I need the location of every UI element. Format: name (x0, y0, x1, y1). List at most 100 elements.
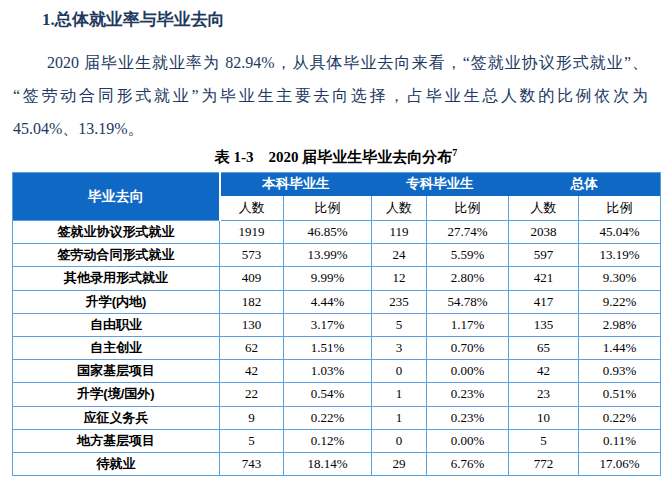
subheader-ratio: 比例 (427, 196, 509, 221)
cell-value: 597 (509, 244, 579, 267)
cell-value: 182 (220, 290, 284, 313)
cell-value: 1.17% (427, 313, 509, 336)
table-row: 签劳动合同形式就业57313.99%245.59%59713.19% (13, 244, 661, 267)
cell-value: 772 (509, 452, 579, 475)
cell-value: 45.04% (579, 221, 661, 244)
cell-value: 0 (372, 360, 427, 383)
cell-value: 235 (372, 290, 427, 313)
cell-value: 13.19% (579, 244, 661, 267)
cell-value: 23 (509, 383, 579, 406)
cell-value: 9.30% (579, 267, 661, 290)
table-row: 其他录用形式就业4099.99%122.80%4219.30% (13, 267, 661, 290)
cell-value: 0.54% (284, 383, 372, 406)
cell-value: 9.22% (579, 290, 661, 313)
cell-value: 24 (372, 244, 427, 267)
cell-value: 0.22% (284, 406, 372, 429)
cell-value: 409 (220, 267, 284, 290)
header-undergraduate: 本科毕业生 (220, 173, 372, 196)
cell-value: 1 (372, 406, 427, 429)
cell-value: 0.93% (579, 360, 661, 383)
cell-value: 1.51% (284, 336, 372, 359)
subheader-ratio: 比例 (579, 196, 661, 221)
header-junior-college: 专科毕业生 (372, 173, 509, 196)
cell-value: 1 (372, 383, 427, 406)
row-label: 升学(境/国外) (13, 383, 220, 406)
cell-value: 0.11% (579, 429, 661, 452)
paragraph-line-1: 2020 届毕业生就业率为 82.94%，从具体毕业去向来看，“签就业协议形式就… (13, 46, 648, 79)
row-label: 应征义务兵 (13, 406, 220, 429)
cell-value: 27.74% (427, 221, 509, 244)
cell-value: 5 (372, 313, 427, 336)
table-row: 自由职业1303.17%51.17%1352.98% (13, 313, 661, 336)
cell-value: 1919 (220, 221, 284, 244)
cell-value: 22 (220, 383, 284, 406)
cell-value: 119 (372, 221, 427, 244)
paragraph-line-2: “签劳动合同形式就业”为毕业生主要去向选择，占毕业生总人数的比例依次为 (13, 79, 648, 112)
cell-value: 2.80% (427, 267, 509, 290)
cell-value: 0.00% (427, 429, 509, 452)
cell-value: 0.00% (427, 360, 509, 383)
row-label: 升学(内地) (13, 290, 220, 313)
cell-value: 0.12% (284, 429, 372, 452)
header-destination: 毕业去向 (13, 173, 220, 221)
cell-value: 135 (509, 313, 579, 336)
header-total: 总体 (509, 173, 661, 196)
row-label: 其他录用形式就业 (13, 267, 220, 290)
body-paragraph: 2020 届毕业生就业率为 82.94%，从具体毕业去向来看，“签就业协议形式就… (13, 46, 648, 145)
cell-value: 5 (509, 429, 579, 452)
table-row: 应征义务兵90.22%10.23%100.22% (13, 406, 661, 429)
cell-value: 5 (220, 429, 284, 452)
cell-value: 3.17% (284, 313, 372, 336)
graduate-destination-table: 毕业去向 本科毕业生 专科毕业生 总体 人数 比例 人数 比例 人数 比例 签就… (12, 172, 661, 476)
cell-value: 0.22% (579, 406, 661, 429)
subheader-count: 人数 (220, 196, 284, 221)
cell-value: 42 (509, 360, 579, 383)
paragraph-line-3: 45.04%、13.19%。 (13, 112, 648, 145)
cell-value: 29 (372, 452, 427, 475)
cell-value: 573 (220, 244, 284, 267)
cell-value: 417 (509, 290, 579, 313)
cell-value: 5.59% (427, 244, 509, 267)
table-row: 国家基层项目421.03%00.00%420.93% (13, 360, 661, 383)
row-label: 地方基层项目 (13, 429, 220, 452)
cell-value: 4.44% (284, 290, 372, 313)
table-caption-text: 表 1-3 2020 届毕业生毕业去向分布 (215, 149, 453, 165)
cell-value: 9.99% (284, 267, 372, 290)
cell-value: 0.51% (579, 383, 661, 406)
cell-value: 0.70% (427, 336, 509, 359)
table-caption: 表 1-3 2020 届毕业生毕业去向分布7 (12, 147, 660, 167)
table-row: 自主创业621.51%30.70%651.44% (13, 336, 661, 359)
section-heading: 1.总体就业率与毕业去向 (42, 8, 225, 31)
cell-value: 421 (509, 267, 579, 290)
cell-value: 6.76% (427, 452, 509, 475)
cell-value: 0.23% (427, 406, 509, 429)
cell-value: 54.78% (427, 290, 509, 313)
cell-value: 0 (372, 429, 427, 452)
table-caption-footnote-ref: 7 (452, 147, 457, 158)
cell-value: 1.44% (579, 336, 661, 359)
row-label: 自主创业 (13, 336, 220, 359)
cell-value: 65 (509, 336, 579, 359)
row-label: 签劳动合同形式就业 (13, 244, 220, 267)
cell-value: 17.06% (579, 452, 661, 475)
table-row: 升学(境/国外)220.54%10.23%230.51% (13, 383, 661, 406)
subheader-count: 人数 (509, 196, 579, 221)
cell-value: 62 (220, 336, 284, 359)
subheader-count: 人数 (372, 196, 427, 221)
cell-value: 3 (372, 336, 427, 359)
cell-value: 18.14% (284, 452, 372, 475)
row-label: 自由职业 (13, 313, 220, 336)
cell-value: 1.03% (284, 360, 372, 383)
cell-value: 42 (220, 360, 284, 383)
row-label: 国家基层项目 (13, 360, 220, 383)
cell-value: 2.98% (579, 313, 661, 336)
cell-value: 46.85% (284, 221, 372, 244)
table-body: 签就业协议形式就业191946.85%11927.74%203845.04%签劳… (13, 221, 661, 476)
table-row: 升学(内地)1824.44%23554.78%4179.22% (13, 290, 661, 313)
row-label: 签就业协议形式就业 (13, 221, 220, 244)
subheader-ratio: 比例 (284, 196, 372, 221)
table-row: 签就业协议形式就业191946.85%11927.74%203845.04% (13, 221, 661, 244)
cell-value: 13.99% (284, 244, 372, 267)
cell-value: 9 (220, 406, 284, 429)
table-row: 地方基层项目50.12%00.00%50.11% (13, 429, 661, 452)
